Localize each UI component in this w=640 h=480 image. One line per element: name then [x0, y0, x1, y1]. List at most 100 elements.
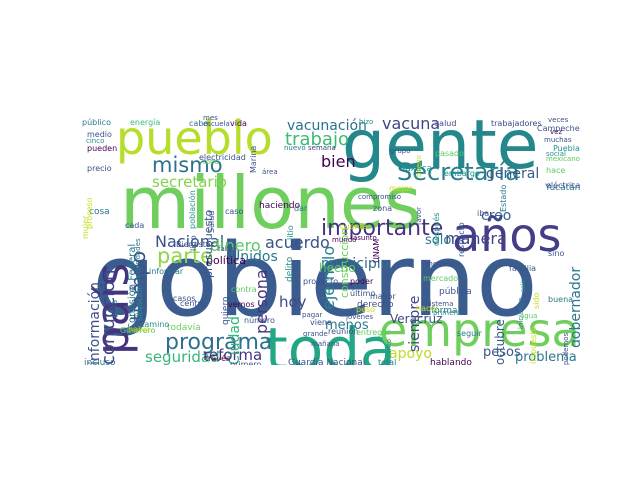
word-cloud-word: incluso [84, 358, 116, 366]
word-cloud-word: dinero [210, 236, 261, 255]
word-cloud-word: agua [520, 312, 538, 320]
word-cloud-word: seis [520, 280, 527, 292]
word-cloud-word: trabajadores [491, 119, 542, 128]
word-cloud-word: trabajo [285, 129, 349, 150]
word-cloud-word: años [452, 208, 562, 262]
word-cloud-word: informar [149, 267, 184, 276]
word-cloud-word: vacuna [382, 115, 441, 133]
word-cloud-word: camino [140, 320, 170, 329]
word-cloud-word: quiero [221, 296, 231, 325]
word-cloud-word: grupo [390, 147, 411, 155]
word-cloud-word: asunto [353, 234, 377, 242]
word-cloud-word: hoy [279, 293, 307, 311]
word-cloud-word: empresa [379, 303, 580, 357]
word-cloud-word: dar [294, 204, 308, 213]
word-cloud-word: acuerdo [265, 233, 330, 252]
word-cloud-word: hizo [359, 118, 374, 126]
word-cloud-word: Unidos [230, 249, 278, 265]
word-cloud-word: mujer [81, 215, 90, 239]
word-cloud-word: favor [415, 206, 423, 225]
word-cloud-word: sistema [426, 300, 454, 308]
word-cloud-word: total [378, 358, 397, 366]
word-cloud-word: sino [548, 249, 565, 258]
word-cloud-word: área [262, 168, 278, 176]
word-cloud-word: UNAM [372, 238, 381, 263]
word-cloud-word: política [206, 254, 246, 267]
word-cloud-word: sido [532, 292, 541, 309]
word-cloud-word: cabo [189, 119, 209, 128]
word-cloud-word: Guardia Nacional [288, 358, 366, 366]
word-cloud-word: pasado [435, 149, 465, 158]
word-cloud-word: pagar [302, 311, 323, 319]
word-cloud-word: hacer [416, 304, 439, 313]
word-cloud-word: importante [321, 216, 444, 241]
word-cloud-word: pública [439, 287, 472, 297]
word-cloud-word: situación [135, 284, 144, 321]
word-cloud-word: muchas [544, 136, 572, 144]
word-cloud-word: escuela [203, 120, 230, 128]
word-cloud-word: derecho [357, 300, 394, 310]
word-cloud-word: litio [286, 225, 295, 240]
word-cloud-word: creo [481, 208, 512, 224]
word-cloud-word: vez [550, 128, 563, 136]
word-cloud-word: reforma [203, 346, 263, 364]
word-cloud-word: eléctrica [546, 181, 580, 190]
word-cloud-word: pueden [87, 144, 118, 153]
word-cloud-word: electricidad [199, 153, 246, 162]
word-cloud-word: vemos [228, 300, 255, 309]
word-cloud-word: autoridades [134, 238, 142, 280]
word-cloud-word: mes [203, 115, 218, 122]
word-cloud-word: mal [129, 284, 144, 293]
word-cloud-word: todavía [167, 323, 201, 333]
word-cloud-word: embargo [444, 169, 480, 178]
word-cloud-word: viene [310, 318, 332, 327]
word-cloud-word: respecto [457, 222, 466, 257]
word-cloud-word: gobierno [92, 221, 538, 339]
word-cloud-word: centro [180, 299, 206, 308]
word-cloud-word: municipio [321, 256, 390, 272]
word-cloud-word: hablando [430, 358, 472, 366]
word-cloud-word: zona [373, 204, 393, 213]
word-cloud-word: veces [548, 116, 569, 124]
word-cloud-word: Estado [499, 184, 508, 212]
word-cloud-word: secretario [152, 173, 227, 191]
word-cloud-word: mejor [389, 184, 413, 193]
word-cloud-word: casos [173, 294, 196, 303]
word-cloud-word: momento [426, 260, 460, 268]
word-cloud-word: gobernador [568, 266, 580, 348]
word-cloud-word: Yucatán [545, 183, 580, 193]
word-cloud-word: mexicano [546, 155, 580, 163]
word-cloud-word: número [244, 316, 275, 325]
word-cloud-word: información [87, 281, 103, 365]
word-cloud-word: apoyo [389, 346, 432, 362]
word-cloud-word: Bienestar [176, 240, 215, 249]
word-cloud-word: grande [303, 330, 328, 338]
word-cloud-word: impuesto [529, 326, 538, 364]
word-cloud-word: familia [509, 264, 537, 273]
word-cloud-word: medio [87, 130, 112, 139]
word-cloud-word: Puebla [553, 144, 580, 153]
word-cloud-word: buena [548, 295, 574, 304]
word-cloud-word: forma [431, 306, 458, 316]
word-cloud-word: menos [325, 318, 369, 333]
word-cloud-word: vacunación [287, 118, 367, 134]
word-cloud-word: Guerrero [120, 326, 156, 335]
word-cloud-word: cosa [89, 207, 110, 217]
word-cloud-word: precio [87, 164, 112, 173]
word-cloud-word: general [486, 166, 540, 182]
word-cloud-word: cinco [86, 137, 105, 145]
word-cloud-word: Nacional [155, 232, 225, 251]
word-cloud-word: mañana [311, 340, 340, 348]
word-cloud: gobierno millones gente toda empresa pueblo añ… [80, 115, 580, 365]
word-cloud-word: obra [110, 299, 119, 318]
word-cloud-word: través [205, 354, 231, 363]
word-cloud-word: mercado [423, 274, 459, 283]
word-cloud-word: litro [189, 235, 198, 251]
word-cloud-word: primero [230, 360, 262, 366]
word-cloud-word: pesos [483, 345, 521, 360]
word-cloud-word: había [128, 325, 151, 334]
word-cloud-word: podemos [562, 332, 570, 365]
word-cloud-word: público [82, 118, 111, 127]
word-cloud-word: pueblo [116, 115, 273, 165]
word-cloud-word: contra [231, 285, 257, 294]
